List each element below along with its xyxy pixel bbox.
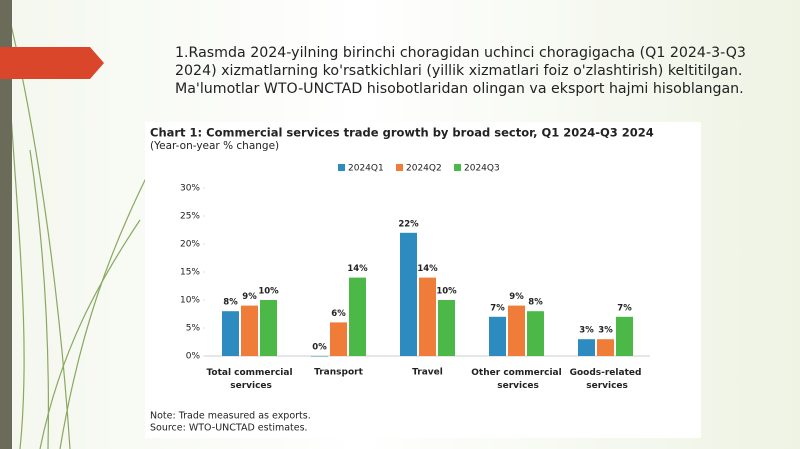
- data-label: 7%: [617, 303, 632, 313]
- source: Source: WTO-UNCTAD estimates.: [150, 423, 308, 434]
- x-tick-label: Travel: [412, 368, 443, 378]
- data-label: 14%: [417, 264, 438, 274]
- heading: 1.Rasmda 2024-yilning birinchi choragida…: [175, 45, 746, 97]
- bar: [508, 305, 525, 356]
- data-label: 9%: [242, 292, 257, 302]
- data-label: 14%: [347, 264, 368, 274]
- arrow: [0, 47, 104, 79]
- legend-label: 2024Q1: [348, 164, 384, 174]
- x-tick-label: Total commercial services: [206, 368, 292, 391]
- data-label: 6%: [331, 309, 346, 319]
- y-tick-label: 25%: [180, 212, 200, 222]
- x-tick-label: Transport: [314, 368, 363, 378]
- chart-subtitle: (Year-on-year % change): [150, 140, 279, 152]
- bar: [438, 300, 455, 356]
- legend-label: 2024Q2: [406, 164, 442, 174]
- bar: [330, 322, 347, 356]
- data-label: 3%: [579, 326, 594, 336]
- bar: [597, 339, 614, 356]
- x-tick-label: Other commercial services: [471, 368, 561, 391]
- bar: [260, 300, 277, 356]
- y-tick-label: 10%: [180, 296, 200, 306]
- bar: [578, 339, 595, 356]
- data-label: 7%: [490, 303, 505, 313]
- data-label: 8%: [528, 298, 543, 308]
- bar: [222, 311, 239, 356]
- decoration: [9, 19, 151, 449]
- data-label: 0%: [312, 343, 327, 353]
- bar: [349, 277, 366, 356]
- y-tick-label: 20%: [180, 240, 200, 250]
- bar: [419, 277, 436, 356]
- bar: [400, 232, 417, 356]
- data-label: 3%: [598, 326, 613, 336]
- note: Note: Trade measured as exports.: [150, 411, 311, 422]
- bar: [489, 316, 506, 356]
- legend-label: 2024Q3: [464, 164, 500, 174]
- legend-swatch: [454, 164, 461, 171]
- data-label: 10%: [258, 287, 279, 297]
- data-label: 10%: [436, 287, 457, 297]
- data-label: 9%: [509, 292, 524, 302]
- x-tick-label: Goods-related services: [570, 368, 642, 391]
- bar: [241, 305, 258, 356]
- y-tick-label: 30%: [180, 184, 200, 194]
- legend-swatch: [338, 164, 345, 171]
- bar: [311, 356, 328, 357]
- bar: [527, 311, 544, 356]
- legend-swatch: [396, 164, 403, 171]
- y-tick-label: 0%: [186, 352, 201, 362]
- data-label: 8%: [223, 298, 238, 308]
- y-tick-label: 15%: [180, 268, 200, 278]
- y-tick-label: 5%: [186, 324, 201, 334]
- bar: [616, 316, 633, 356]
- left-band: [0, 0, 12, 449]
- chart-title: Chart 1: Commercial services trade growt…: [150, 126, 654, 140]
- data-label: 22%: [398, 219, 419, 229]
